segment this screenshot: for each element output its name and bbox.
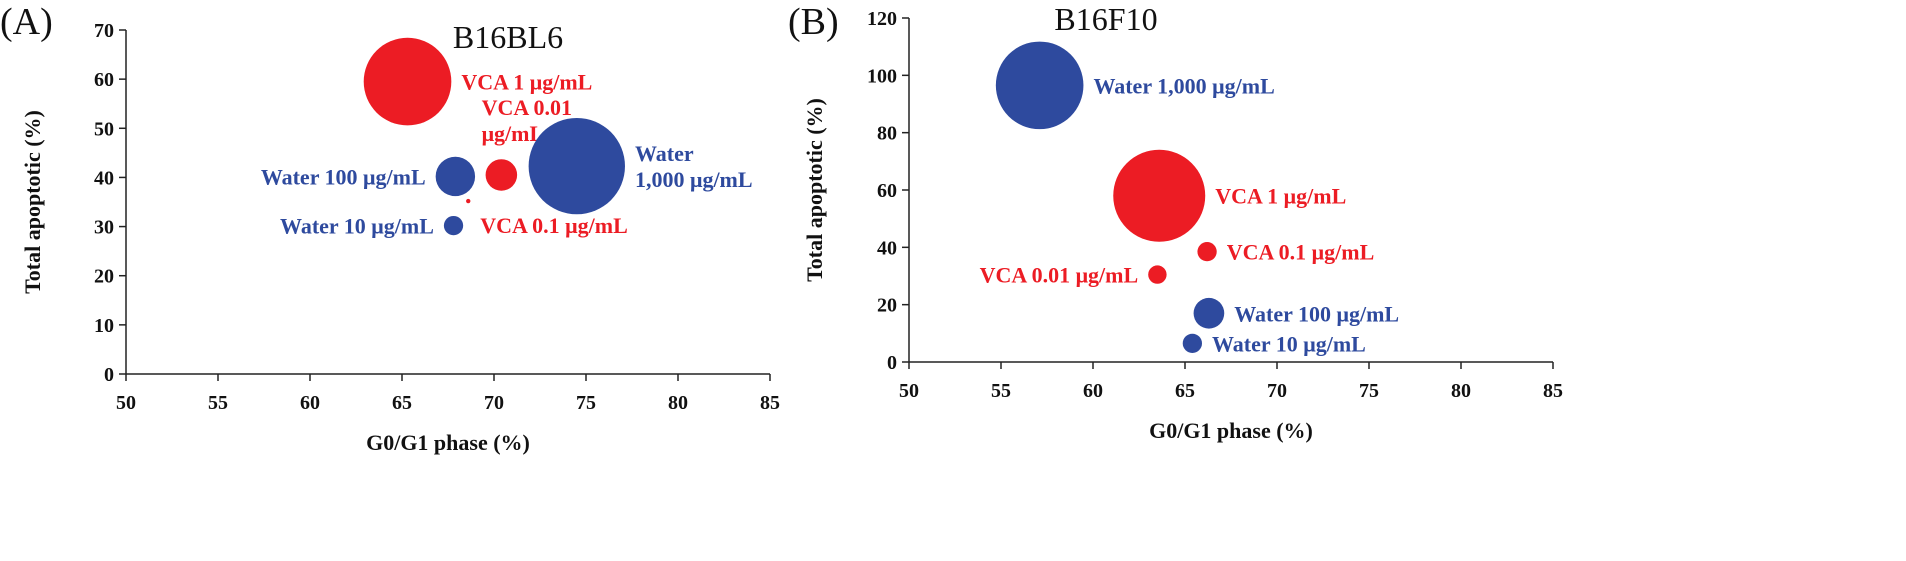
x-tick-label: 55 <box>208 392 228 414</box>
x-tick-label: 70 <box>484 392 504 414</box>
y-tick-label: 40 <box>877 237 897 259</box>
y-axis-title: Total apoptotic (%) <box>20 110 45 294</box>
x-tick-label: 85 <box>1543 380 1563 402</box>
chart-panel-b: (B) B16F10 0 20 40 60 80 100 120 50 55 60 65 70 75 80 85… <box>788 1 1563 443</box>
x-tick-label: 50 <box>899 380 919 402</box>
bubble-label: VCA 0.01 μg/mL <box>980 263 1139 288</box>
bubble-label: VCA 0.1 μg/mL <box>480 213 628 238</box>
y-tick-label: 60 <box>877 180 897 202</box>
x-tick-label: 65 <box>392 392 412 414</box>
bubble-label: Water 10 μg/mL <box>280 214 434 239</box>
chart-panel-a: (A) B16BL6 0 10 20 30 40 50 60 70 50 55 60 65 70 75 80 85… <box>0 1 780 455</box>
bubble <box>466 198 471 204</box>
x-axis-title: G0/G1 phase (%) <box>1149 418 1313 443</box>
x-tick-label: 75 <box>576 392 596 414</box>
bubble <box>1148 265 1167 284</box>
x-tick-label: 50 <box>116 392 136 414</box>
y-tick-label: 80 <box>877 123 897 145</box>
y-tick-label: 0 <box>104 364 114 386</box>
bubble <box>435 156 476 197</box>
x-tick-label: 75 <box>1359 380 1379 402</box>
y-tick-label: 30 <box>94 217 114 239</box>
bubble <box>485 159 518 191</box>
y-tick-label: 70 <box>94 20 114 42</box>
y-tick-label: 100 <box>867 65 897 87</box>
y-tick-label: 50 <box>94 118 114 140</box>
chart-title: B16F10 <box>1054 1 1157 37</box>
bubble <box>1197 241 1217 262</box>
bubble-label: VCA 1 μg/mL <box>461 70 592 95</box>
bubble <box>1182 333 1202 354</box>
bubble <box>1113 149 1206 242</box>
bubble <box>443 215 464 236</box>
y-tick-label: 120 <box>867 8 897 30</box>
y-tick-label: 40 <box>94 167 114 189</box>
bubble-label: Water 100 μg/mL <box>261 164 426 189</box>
x-tick-label: 55 <box>991 380 1011 402</box>
x-tick-label: 65 <box>1175 380 1195 402</box>
bubble-label: VCA 0.01 <box>482 95 572 120</box>
bubble-label: VCA 0.1 μg/mL <box>1227 240 1375 265</box>
y-tick-label: 60 <box>94 69 114 91</box>
bubble-label: Water 1,000 μg/mL <box>1093 73 1274 98</box>
x-tick-label: 60 <box>300 392 320 414</box>
bubble-label: VCA 1 μg/mL <box>1215 184 1346 209</box>
bubble <box>528 117 625 215</box>
y-tick-label: 20 <box>877 295 897 317</box>
y-tick-label: 10 <box>94 315 114 337</box>
panel-label: (A) <box>0 1 53 43</box>
y-tick-label: 0 <box>887 352 897 374</box>
x-tick-label: 60 <box>1083 380 1103 402</box>
bubble-label: Water 100 μg/mL <box>1234 301 1399 326</box>
bubble-label: Water <box>635 141 694 166</box>
bubble-label: Water 10 μg/mL <box>1212 331 1366 356</box>
y-axis-title: Total apoptotic (%) <box>802 98 827 282</box>
y-tick-label: 20 <box>94 266 114 288</box>
bubble <box>995 41 1084 130</box>
chart-title: B16BL6 <box>453 19 563 55</box>
x-tick-label: 85 <box>760 392 780 414</box>
bubble-label: 1,000 μg/mL <box>635 167 753 192</box>
panel-label: (B) <box>788 1 839 43</box>
x-tick-label: 70 <box>1267 380 1287 402</box>
bubble-label: μg/mL <box>482 121 545 146</box>
x-tick-label: 80 <box>1451 380 1471 402</box>
bubble <box>1193 297 1225 329</box>
bubble <box>363 37 452 126</box>
x-tick-label: 80 <box>668 392 688 414</box>
x-axis-title: G0/G1 phase (%) <box>366 430 530 455</box>
